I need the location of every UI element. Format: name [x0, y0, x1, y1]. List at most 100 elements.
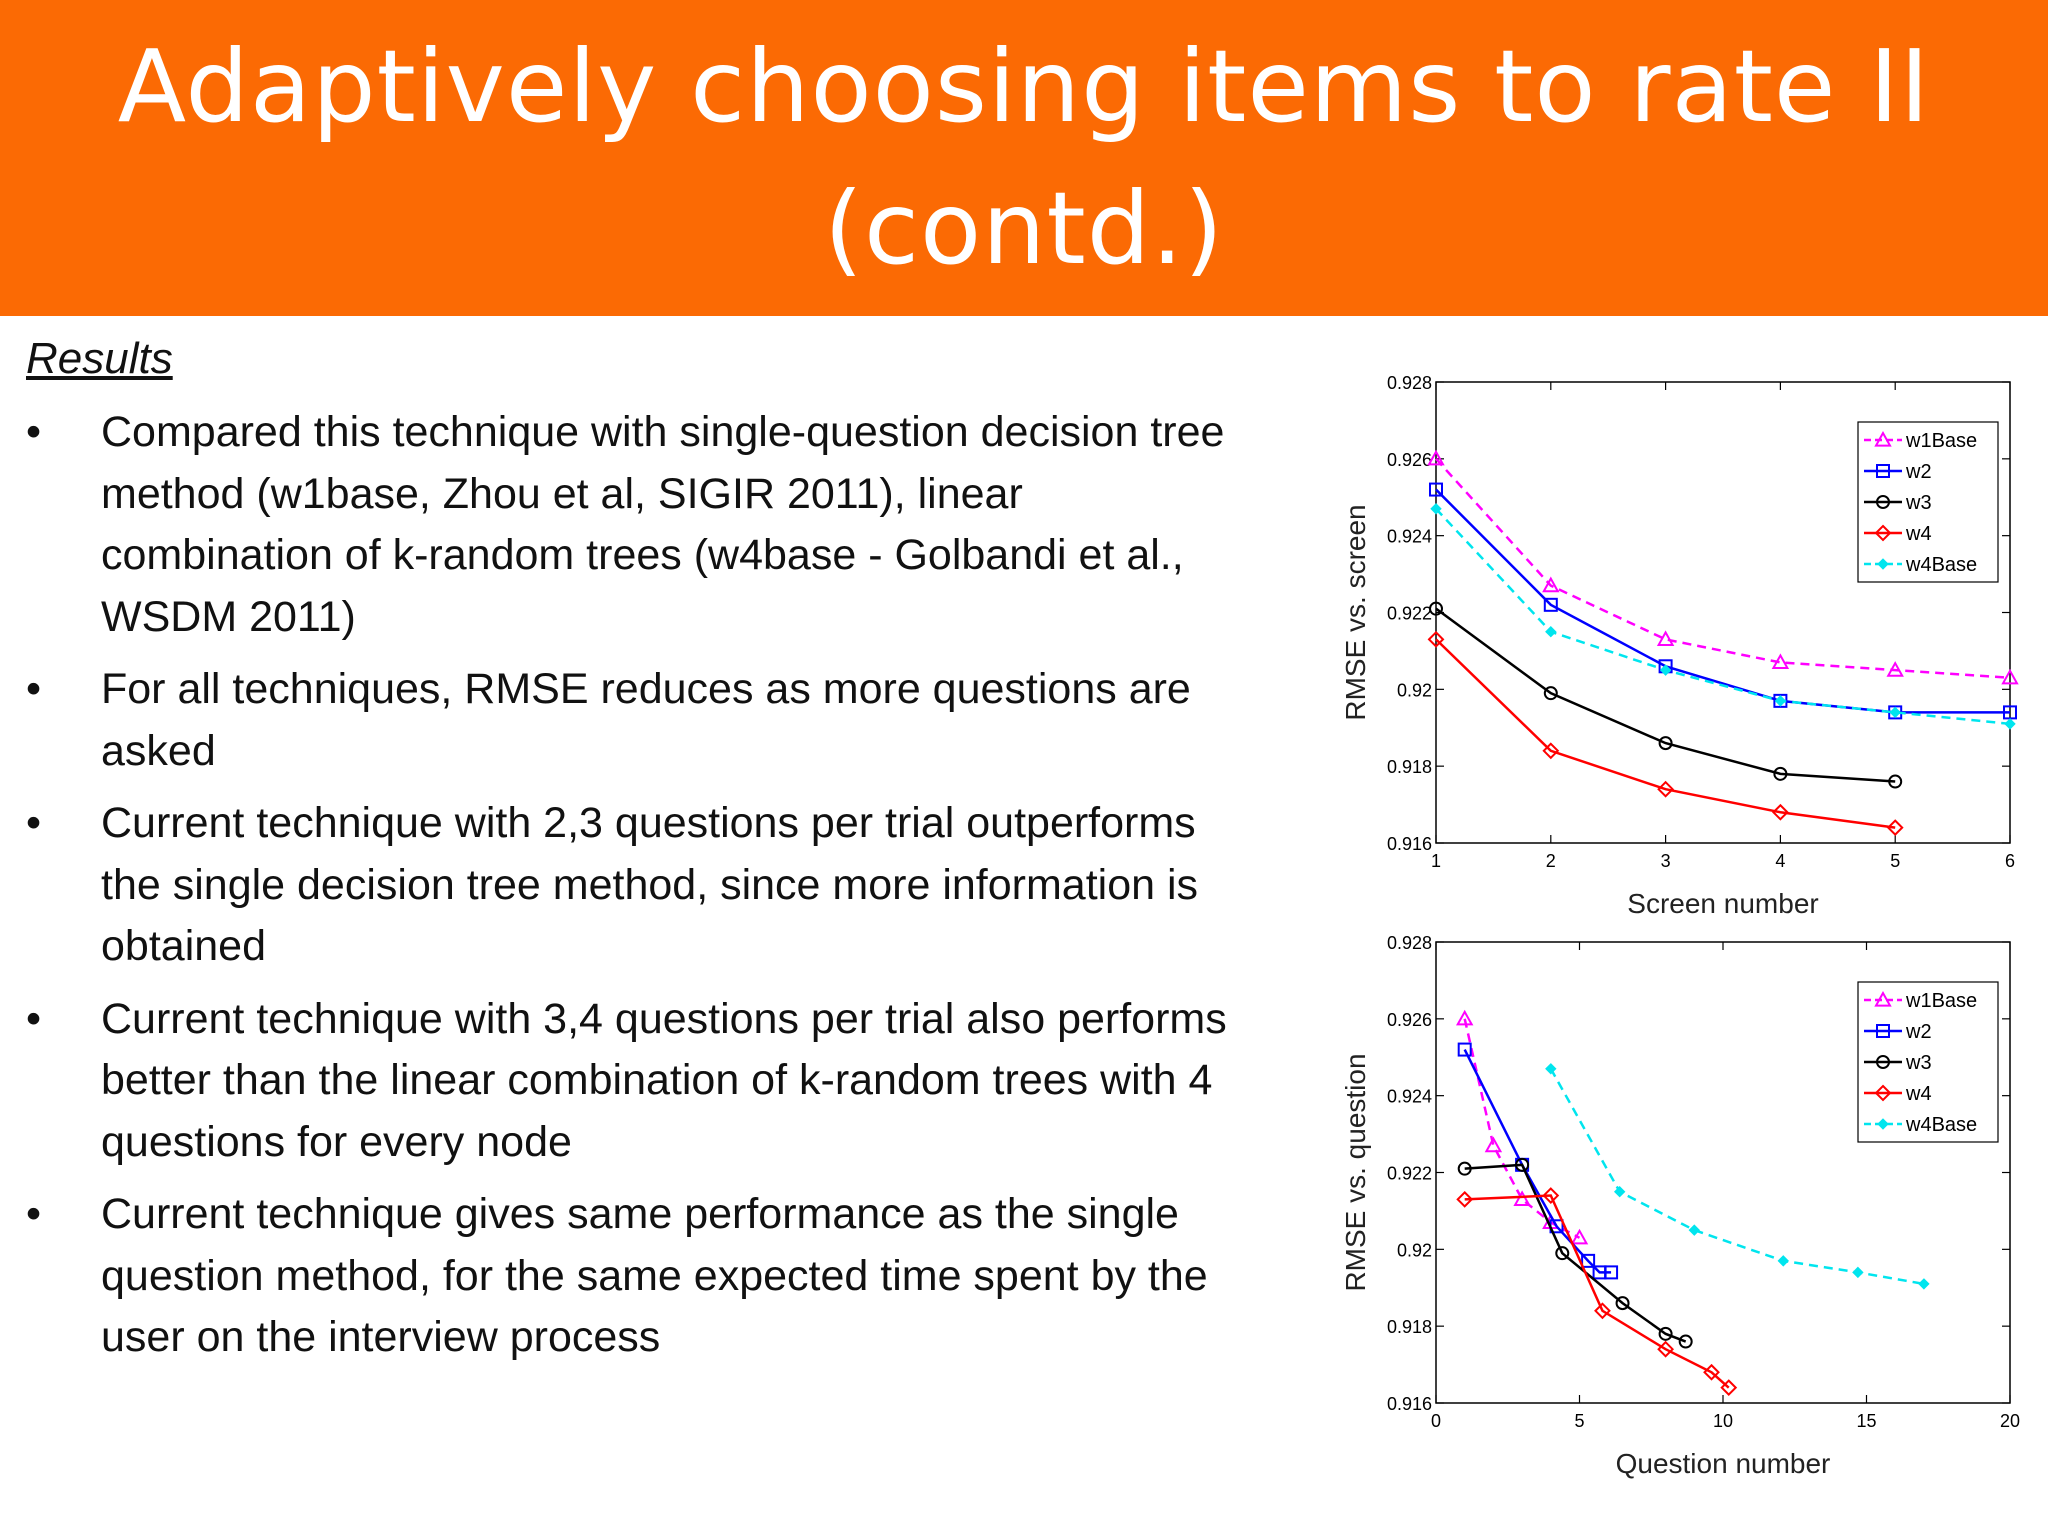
- rmse-vs-screen-chart: 0.916 0.918 0.92 0.922 0.924 0.926 0.928 1 2 3 4 5 6…: [1320, 360, 2040, 920]
- data-point-w4Base: [1545, 626, 1557, 638]
- rmse-vs-question-svg: 0.916 0.918 0.92 0.922 0.924 0.926 0.928 0 5 10 15…: [1340, 933, 2020, 1479]
- bullet-text: Current technique with 3,4 questions per…: [101, 994, 1227, 1166]
- bullet-dot: •: [26, 799, 42, 847]
- bullet-item: • For all techniques, RMSE reduces as mo…: [26, 659, 1236, 782]
- x-tick-label: 10: [1713, 1411, 1733, 1431]
- data-point-w4: [1720, 1379, 1738, 1397]
- data-point-w4Base: [1659, 664, 1672, 676]
- data-point-w1Base: [1513, 1190, 1531, 1206]
- legend-label-w4: w4: [1905, 523, 1932, 545]
- series-w4: [1456, 1187, 1738, 1397]
- legend-marker-w1Base: [1874, 430, 1892, 447]
- legend-marker-w4Base: [1877, 1118, 1889, 1130]
- results-bullet-list: • Compared this technique with single-qu…: [26, 402, 1236, 1380]
- data-point-w4Base: [1777, 1255, 1789, 1267]
- series-line-w4Base: [1549, 1068, 1925, 1286]
- data-point-w4: [1594, 1302, 1611, 1320]
- x-tick-label: 3: [1661, 851, 1671, 871]
- series-w4Base: [1430, 503, 2016, 730]
- y-tick-label: 0.922: [1387, 604, 1432, 624]
- y-tick-label: 0.924: [1387, 527, 1432, 547]
- data-point-w4Base: [1688, 1224, 1701, 1236]
- bullet-item: • Current technique with 3,4 questions p…: [26, 989, 1236, 1174]
- data-point-w3: [1888, 774, 1903, 789]
- legend-label-w2: w2: [1905, 1021, 1932, 1043]
- data-point-w3: [1615, 1296, 1630, 1311]
- series-line-w4: [1435, 638, 1896, 829]
- bullet-text: Current technique gives same performance…: [101, 1190, 1208, 1361]
- data-point-w4: [1703, 1363, 1720, 1381]
- legend: w1Base w2 w3 w4 w4Base: [1857, 421, 1999, 583]
- data-point-w3: [1658, 736, 1673, 751]
- y-axis-label: RMSE vs. screen: [1340, 504, 1371, 720]
- data-point-w2: [1457, 1042, 1472, 1057]
- legend-marker-w2: [1876, 1024, 1890, 1038]
- data-point-w1Base: [1886, 661, 1904, 677]
- rmse-vs-screen-svg: 0.916 0.918 0.92 0.922 0.924 0.926 0.928 1 2 3 4 5 6…: [1340, 373, 2019, 919]
- data-point-w4Base: [1545, 1063, 1557, 1075]
- data-point-w4: [1542, 742, 1560, 760]
- slide-title-line-2: (contd.): [823, 170, 1225, 287]
- y-tick-label: 0.916: [1387, 1394, 1432, 1414]
- series-line-w4Base: [1435, 507, 2011, 726]
- y-tick-label: 0.92: [1397, 680, 1432, 700]
- data-point-w2: [1429, 482, 1443, 497]
- series-w4: [1427, 630, 1904, 837]
- data-point-w2: [1581, 1253, 1596, 1268]
- data-point-w4Base: [1430, 503, 1442, 515]
- series-w2: [1429, 482, 2017, 720]
- y-tick-label: 0.918: [1387, 1317, 1432, 1337]
- series-w1Base: [1427, 449, 2019, 685]
- legend-label-w4Base: w4Base: [1905, 1114, 1977, 1136]
- y-tick-label: 0.916: [1387, 834, 1432, 854]
- legend-marker-w1Base: [1874, 990, 1892, 1007]
- bullet-text: For all techniques, RMSE reduces as more…: [101, 665, 1191, 775]
- data-point-w1Base: [1771, 653, 1790, 670]
- data-point-w4Base: [2004, 718, 2016, 730]
- series-line-w3: [1464, 1163, 1687, 1343]
- data-point-w4: [1657, 780, 1675, 798]
- x-tick-label: 6: [2005, 851, 2015, 871]
- series-w4Base: [1545, 1063, 1930, 1290]
- x-tick-label: 5: [1574, 1411, 1584, 1431]
- bullet-item: • Current technique with 2,3 questions p…: [26, 793, 1236, 978]
- legend-label-w3: w3: [1905, 492, 1932, 514]
- legend-label-w3: w3: [1905, 1052, 1932, 1074]
- legend-marker-w3: [1876, 495, 1890, 509]
- data-point-w4Base: [1889, 706, 1901, 719]
- legend: w1Base w2 w3 w4 w4Base: [1857, 981, 1999, 1143]
- slide-title-line-1: Adaptively choosing items to rate II: [117, 28, 1931, 145]
- legend-label-w1Base: w1Base: [1905, 430, 1977, 452]
- series-line-w1Base: [1435, 457, 2011, 680]
- data-point-w1Base: [1456, 1009, 1474, 1026]
- data-point-w4Base: [1852, 1266, 1864, 1279]
- data-point-w4: [1456, 1190, 1474, 1208]
- legend-marker-w4: [1874, 1084, 1892, 1102]
- data-point-w3: [1429, 601, 1443, 616]
- data-point-w1Base: [1427, 449, 1445, 466]
- legend-label-w2: w2: [1905, 461, 1932, 483]
- bullet-dot: •: [26, 665, 42, 713]
- bullet-dot: •: [26, 408, 42, 456]
- y-axis-label: RMSE vs. question: [1340, 1053, 1371, 1291]
- data-point-w4: [1657, 1340, 1675, 1358]
- x-axis-label: Question number: [1616, 1448, 1831, 1479]
- x-tick-label: 4: [1775, 851, 1785, 871]
- bullet-dot: •: [26, 1190, 42, 1238]
- data-point-w3: [1515, 1157, 1530, 1172]
- legend-marker-w4: [1874, 524, 1892, 542]
- legend-label-w4Base: w4Base: [1905, 554, 1977, 576]
- series-w3: [1457, 1157, 1693, 1349]
- data-point-w3: [1773, 766, 1788, 781]
- series-line-w4: [1464, 1194, 1730, 1389]
- bullet-item: • Compared this technique with single-qu…: [26, 402, 1236, 648]
- rmse-vs-question-chart: 0.916 0.918 0.92 0.922 0.924 0.926 0.928 0 5 10 15…: [1320, 920, 2040, 1480]
- data-point-w4: [1427, 630, 1445, 648]
- data-point-w1Base: [1484, 1136, 1503, 1153]
- data-point-w4Base: [1613, 1186, 1626, 1198]
- bullet-item: • Current technique gives same performan…: [26, 1184, 1236, 1369]
- x-tick-label: 20: [2000, 1411, 2020, 1431]
- series-w3: [1429, 601, 1903, 789]
- bullet-text: Compared this technique with single-ques…: [101, 408, 1225, 641]
- bullet-dot: •: [26, 994, 42, 1043]
